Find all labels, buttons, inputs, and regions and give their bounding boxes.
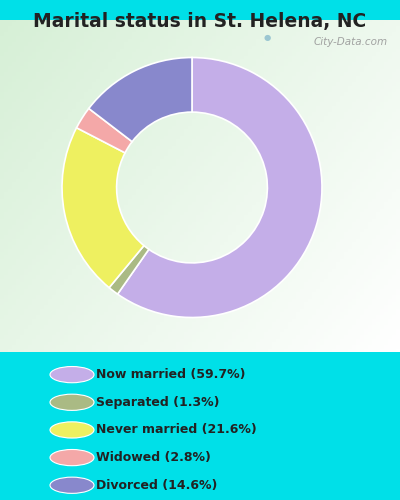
Wedge shape (89, 58, 192, 142)
Circle shape (50, 394, 94, 410)
Text: Separated (1.3%): Separated (1.3%) (96, 396, 220, 409)
Wedge shape (109, 246, 149, 294)
Circle shape (50, 450, 94, 466)
Wedge shape (62, 128, 144, 288)
Wedge shape (118, 58, 322, 318)
Wedge shape (76, 108, 132, 153)
Circle shape (50, 422, 94, 438)
Text: Now married (59.7%): Now married (59.7%) (96, 368, 246, 381)
Text: Divorced (14.6%): Divorced (14.6%) (96, 479, 217, 492)
Text: Marital status in St. Helena, NC: Marital status in St. Helena, NC (33, 12, 367, 32)
Text: Never married (21.6%): Never married (21.6%) (96, 424, 257, 436)
Text: City-Data.com: City-Data.com (314, 36, 388, 46)
Text: Widowed (2.8%): Widowed (2.8%) (96, 451, 211, 464)
Circle shape (50, 366, 94, 382)
Circle shape (50, 477, 94, 494)
Text: ●: ● (264, 34, 271, 42)
